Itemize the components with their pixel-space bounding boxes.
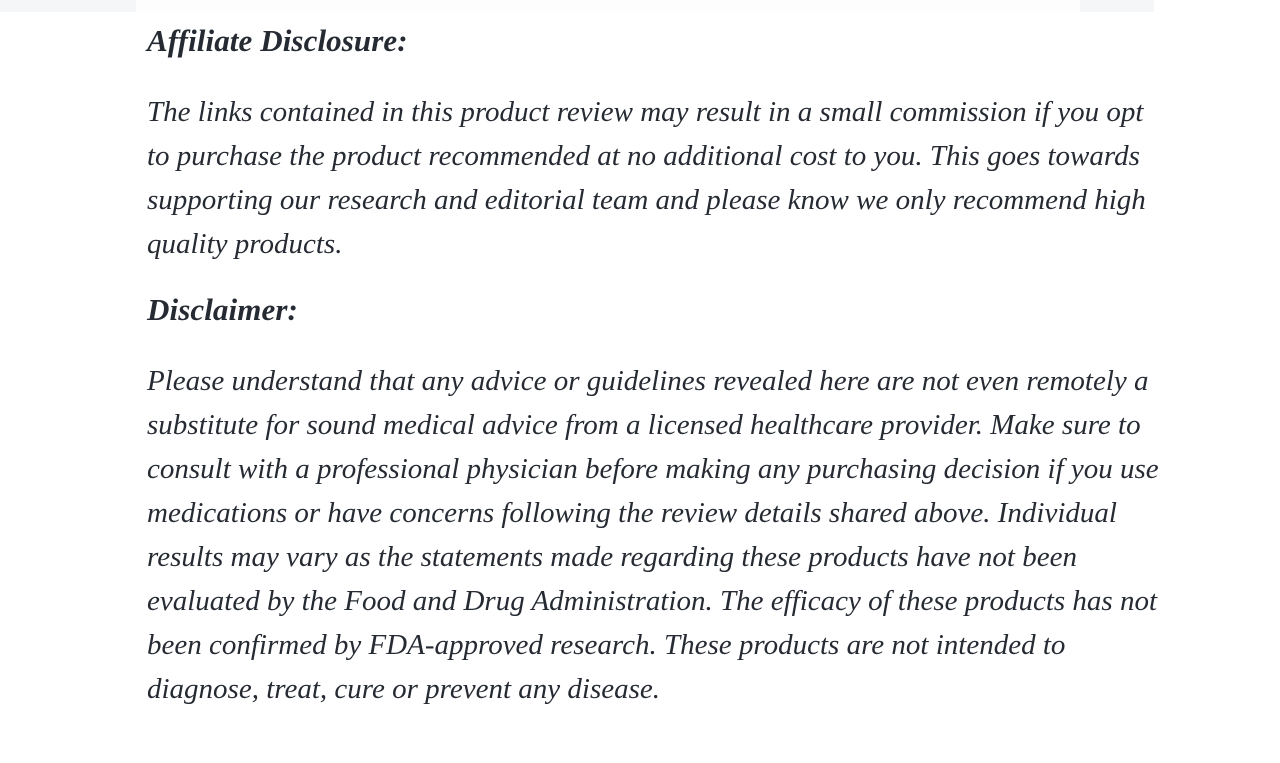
disclaimer-paragraph: Please understand that any advice or gui… bbox=[147, 365, 1159, 705]
article: Affiliate Disclosure: The links containe… bbox=[147, 0, 1159, 733]
affiliate-disclosure-heading: Affiliate Disclosure: bbox=[147, 23, 408, 58]
affiliate-disclosure-paragraph: The links contained in this product revi… bbox=[147, 96, 1146, 260]
disclaimer-section: Disclaimer: Please understand that any a… bbox=[147, 288, 1159, 711]
top-edge-artifact-right bbox=[1080, 0, 1154, 12]
top-edge-artifact-middle bbox=[136, 0, 1080, 12]
disclaimer-heading: Disclaimer: bbox=[147, 292, 298, 327]
top-edge-artifact-left bbox=[0, 0, 136, 12]
affiliate-disclosure-section: Affiliate Disclosure: The links containe… bbox=[147, 19, 1159, 266]
